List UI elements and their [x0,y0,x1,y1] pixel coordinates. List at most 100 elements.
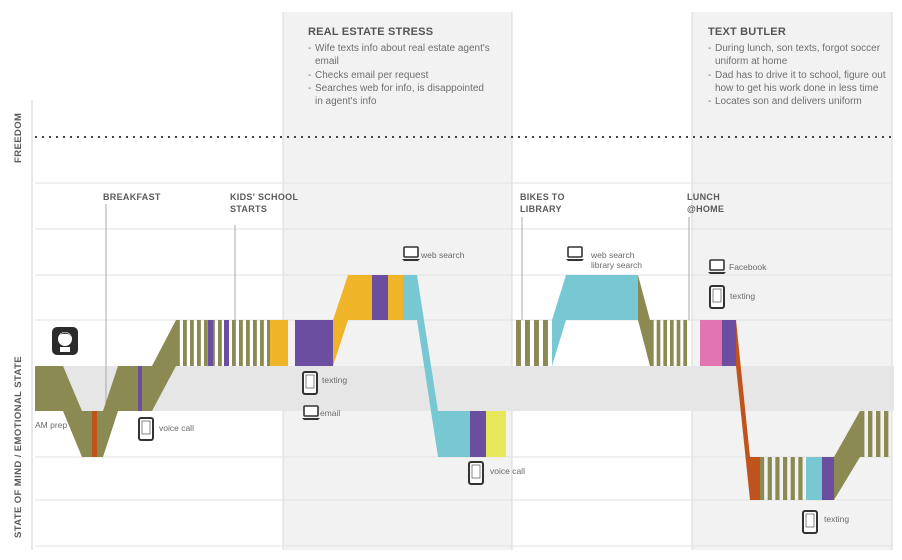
milestone-bikes-to-library: BIKES TO LIBRARY [520,192,565,214]
laptop-icon [402,259,420,261]
journey-stripe [246,320,250,366]
neutral-band [35,366,894,411]
laptop-icon [708,272,726,274]
journey-block [566,275,638,320]
journey-stripe [190,320,194,366]
milestone-lunch-at-home: LUNCH @HOME [687,192,725,214]
journey-transition [63,366,82,457]
journey-transition [736,320,750,500]
phone-icon [712,288,722,303]
journey-block [750,457,760,500]
journey-block [138,366,142,411]
milestone-breakfast: BREAKFAST [103,192,161,202]
touchpoint-am-prep: AM prep [35,420,68,430]
journey-block [295,320,333,366]
journey-transition [638,275,650,366]
journey-transition [152,320,176,411]
journey-stripe [650,320,654,366]
journey-block [372,275,388,320]
journey-stripe [860,411,865,457]
laptop-icon [303,405,319,417]
journey-block [348,275,372,320]
journey-transition [417,275,438,457]
journey-stripe [516,320,521,366]
journey-stripe [790,457,795,500]
journey-stripe [260,320,264,366]
state-of-mind-axis-label: STATE OF MIND / EMOTIONAL STATE [13,356,24,538]
phone-icon [305,374,315,389]
journey-stripe [876,411,881,457]
journey-block [700,320,722,366]
touchpoint-voice-call: voice call [159,423,194,433]
journey-block [822,457,834,500]
journey-stripe [534,320,539,366]
journey-stripe [760,457,765,500]
journey-stripe [798,457,803,500]
laptop-icon [403,246,419,258]
panel-item: Searches web for info, is disappointed i… [308,82,494,108]
journey-stripe [775,457,780,500]
journey-block [470,411,486,457]
journey-stripe [525,320,530,366]
phone-icon [805,513,815,528]
laptop-icon [302,418,320,420]
milestone-kids-school-starts: KIDS' SCHOOL STARTS [230,192,299,214]
panel-item: Wife texts info about real estate agent'… [308,42,494,68]
journey-stripe [218,320,222,366]
journey-block [722,320,736,366]
journey-block [142,366,152,411]
journey-block [224,320,229,366]
journey-stripe [656,320,661,366]
journey-block [403,275,417,320]
journey-stripe [543,320,548,366]
touchpoint-web-library-search: web search library search [591,250,643,270]
freedom-axis-label: FREEDOM [13,112,24,163]
journey-block [806,457,822,500]
journey-stripe [197,320,201,366]
touchpoint-texting: texting [730,291,756,301]
journey-stripe [183,320,187,366]
journey-block [438,411,470,457]
journey-block [118,366,138,411]
journey-transition [103,366,118,457]
journey-stripe [783,457,788,500]
journey-stripe [676,320,681,366]
journey-transition [333,275,348,366]
panel-real-estate-stress: REAL ESTATE STRESS Wife texts info about… [308,26,494,108]
touchpoint-facebook: Facebook [729,262,767,272]
touchpoint-web-search: web search [421,250,465,260]
panel-title: TEXT BUTLER [708,26,786,38]
journey-stripe [267,320,271,366]
journey-stripe [176,320,180,366]
journey-stripe [663,320,667,366]
laptop-icon [566,259,584,261]
journey-block [270,320,288,366]
journey-stripe [670,320,674,366]
journey-stripe [204,320,208,366]
journey-block [208,320,213,366]
panel-item: During lunch, son texts, forgot soccer u… [708,42,894,68]
journey-stripe [868,411,873,457]
phone-icon [141,420,151,435]
panel-text-butler: TEXT BUTLER During lunch, son texts, for… [708,26,894,108]
journey-block [92,411,97,457]
journey-stripe [232,320,236,366]
touchpoint-texting: texting [322,375,348,385]
panel-item: Locates son and delivers uniform [708,95,894,108]
journey-transition [552,275,566,366]
touchpoint-voice-call: voice call [490,466,525,476]
phone-icon [471,464,481,479]
touchpoint-email: email [320,408,341,418]
journey-stripe [239,320,243,366]
person-icon [58,332,72,346]
panel-item: Dad has to drive it to school, figure ou… [708,69,894,95]
journey-stripe [683,320,687,366]
journey-stripe [884,411,889,457]
journey-block [486,411,506,457]
person-icon [60,347,70,352]
panel-title: REAL ESTATE STRESS [308,26,434,38]
laptop-icon [567,246,583,258]
journey-stripe [253,320,257,366]
journey-block [388,275,403,320]
